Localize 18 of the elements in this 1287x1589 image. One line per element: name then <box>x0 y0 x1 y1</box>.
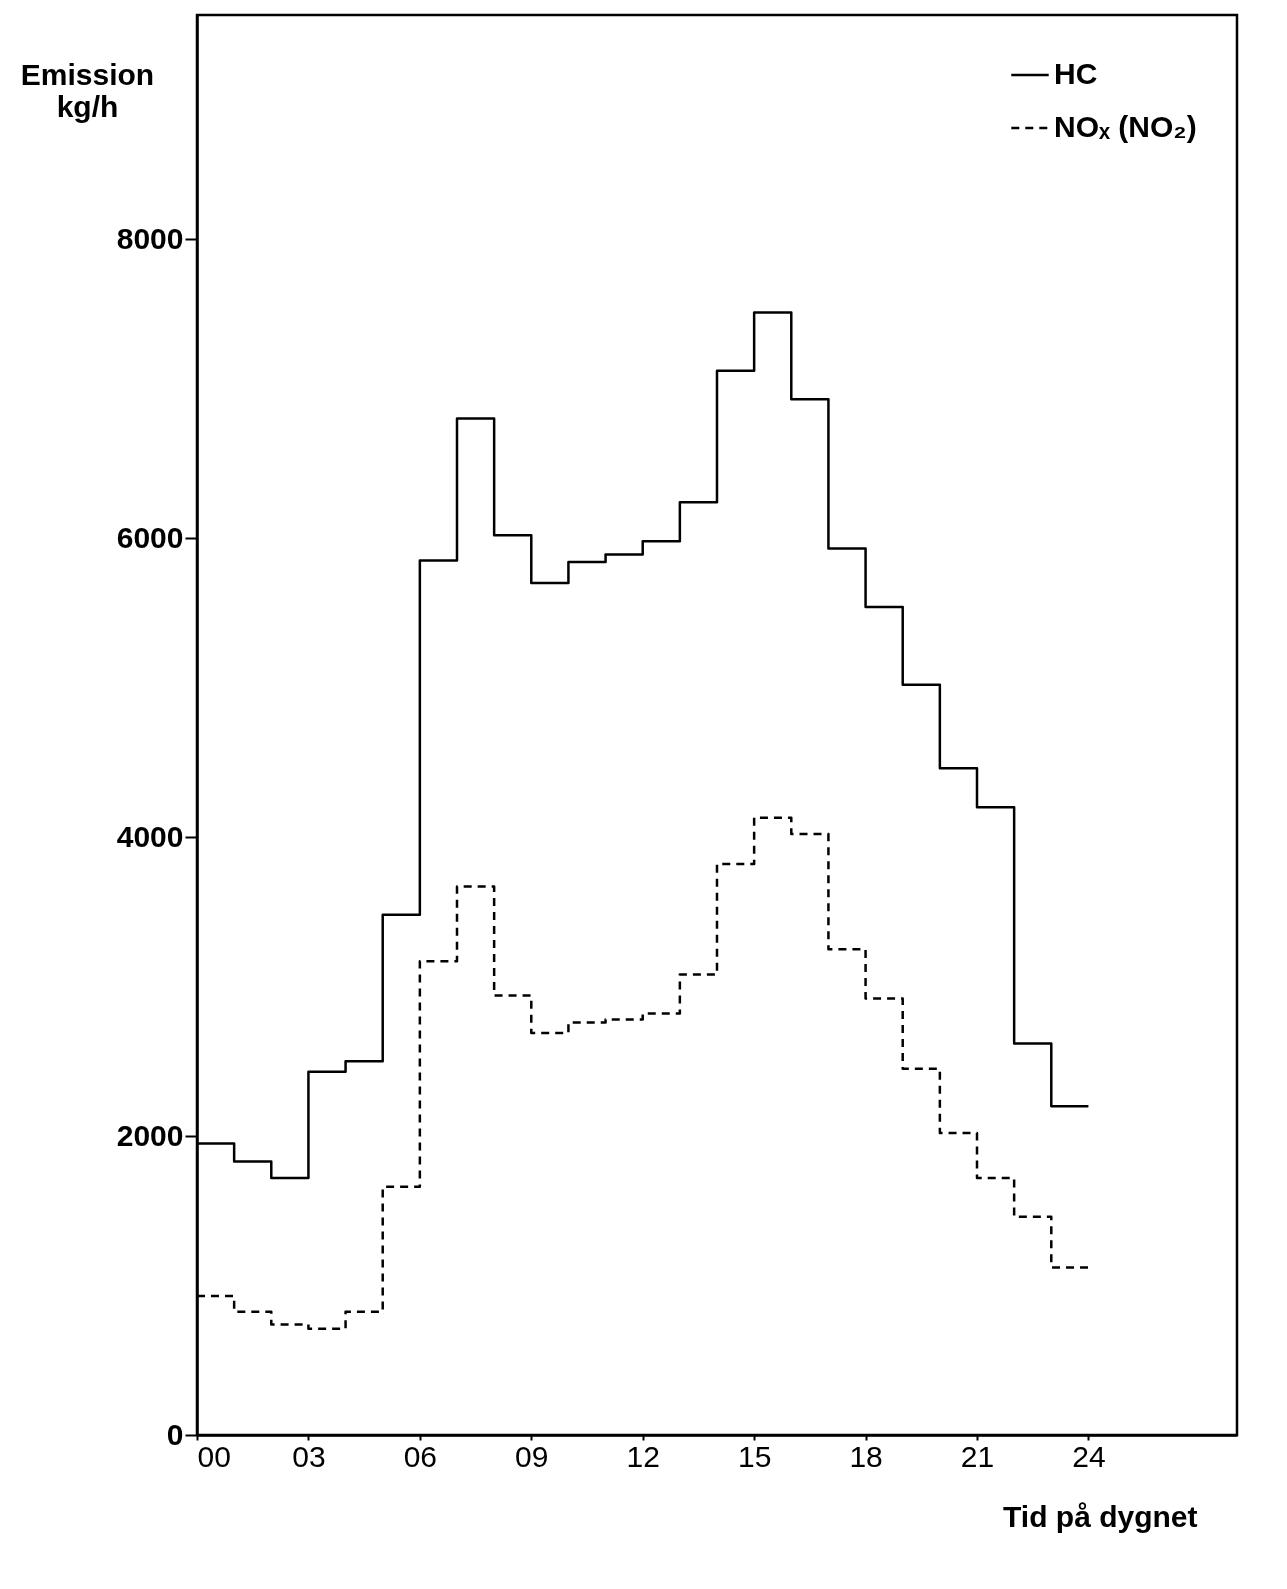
x-tick-label: 00 <box>197 1439 231 1473</box>
y-tick-label: 6000 <box>116 520 184 554</box>
x-tick-label: 15 <box>737 1439 772 1473</box>
x-tick-label: 03 <box>292 1439 326 1473</box>
y-tick-label: 4000 <box>116 819 184 853</box>
y-tick-label: 8000 <box>116 221 184 255</box>
x-tick-label: 12 <box>626 1439 660 1473</box>
x-tick-label: 06 <box>403 1439 438 1473</box>
legend-label: HC <box>1054 57 1098 90</box>
y-axis-title: Emission kg/h <box>20 57 155 123</box>
x-tick-label: 21 <box>960 1439 995 1473</box>
legend-label: NOₓ (NO₂) <box>1054 110 1197 143</box>
x-tick-label: 09 <box>515 1439 549 1473</box>
x-tick-label: 24 <box>1072 1439 1106 1473</box>
x-tick-label: 18 <box>849 1439 883 1473</box>
y-tick-label: 0 <box>166 1417 184 1451</box>
y-tick-label: 2000 <box>116 1118 184 1152</box>
x-axis-title: Tid på dygnet <box>1003 1499 1198 1533</box>
